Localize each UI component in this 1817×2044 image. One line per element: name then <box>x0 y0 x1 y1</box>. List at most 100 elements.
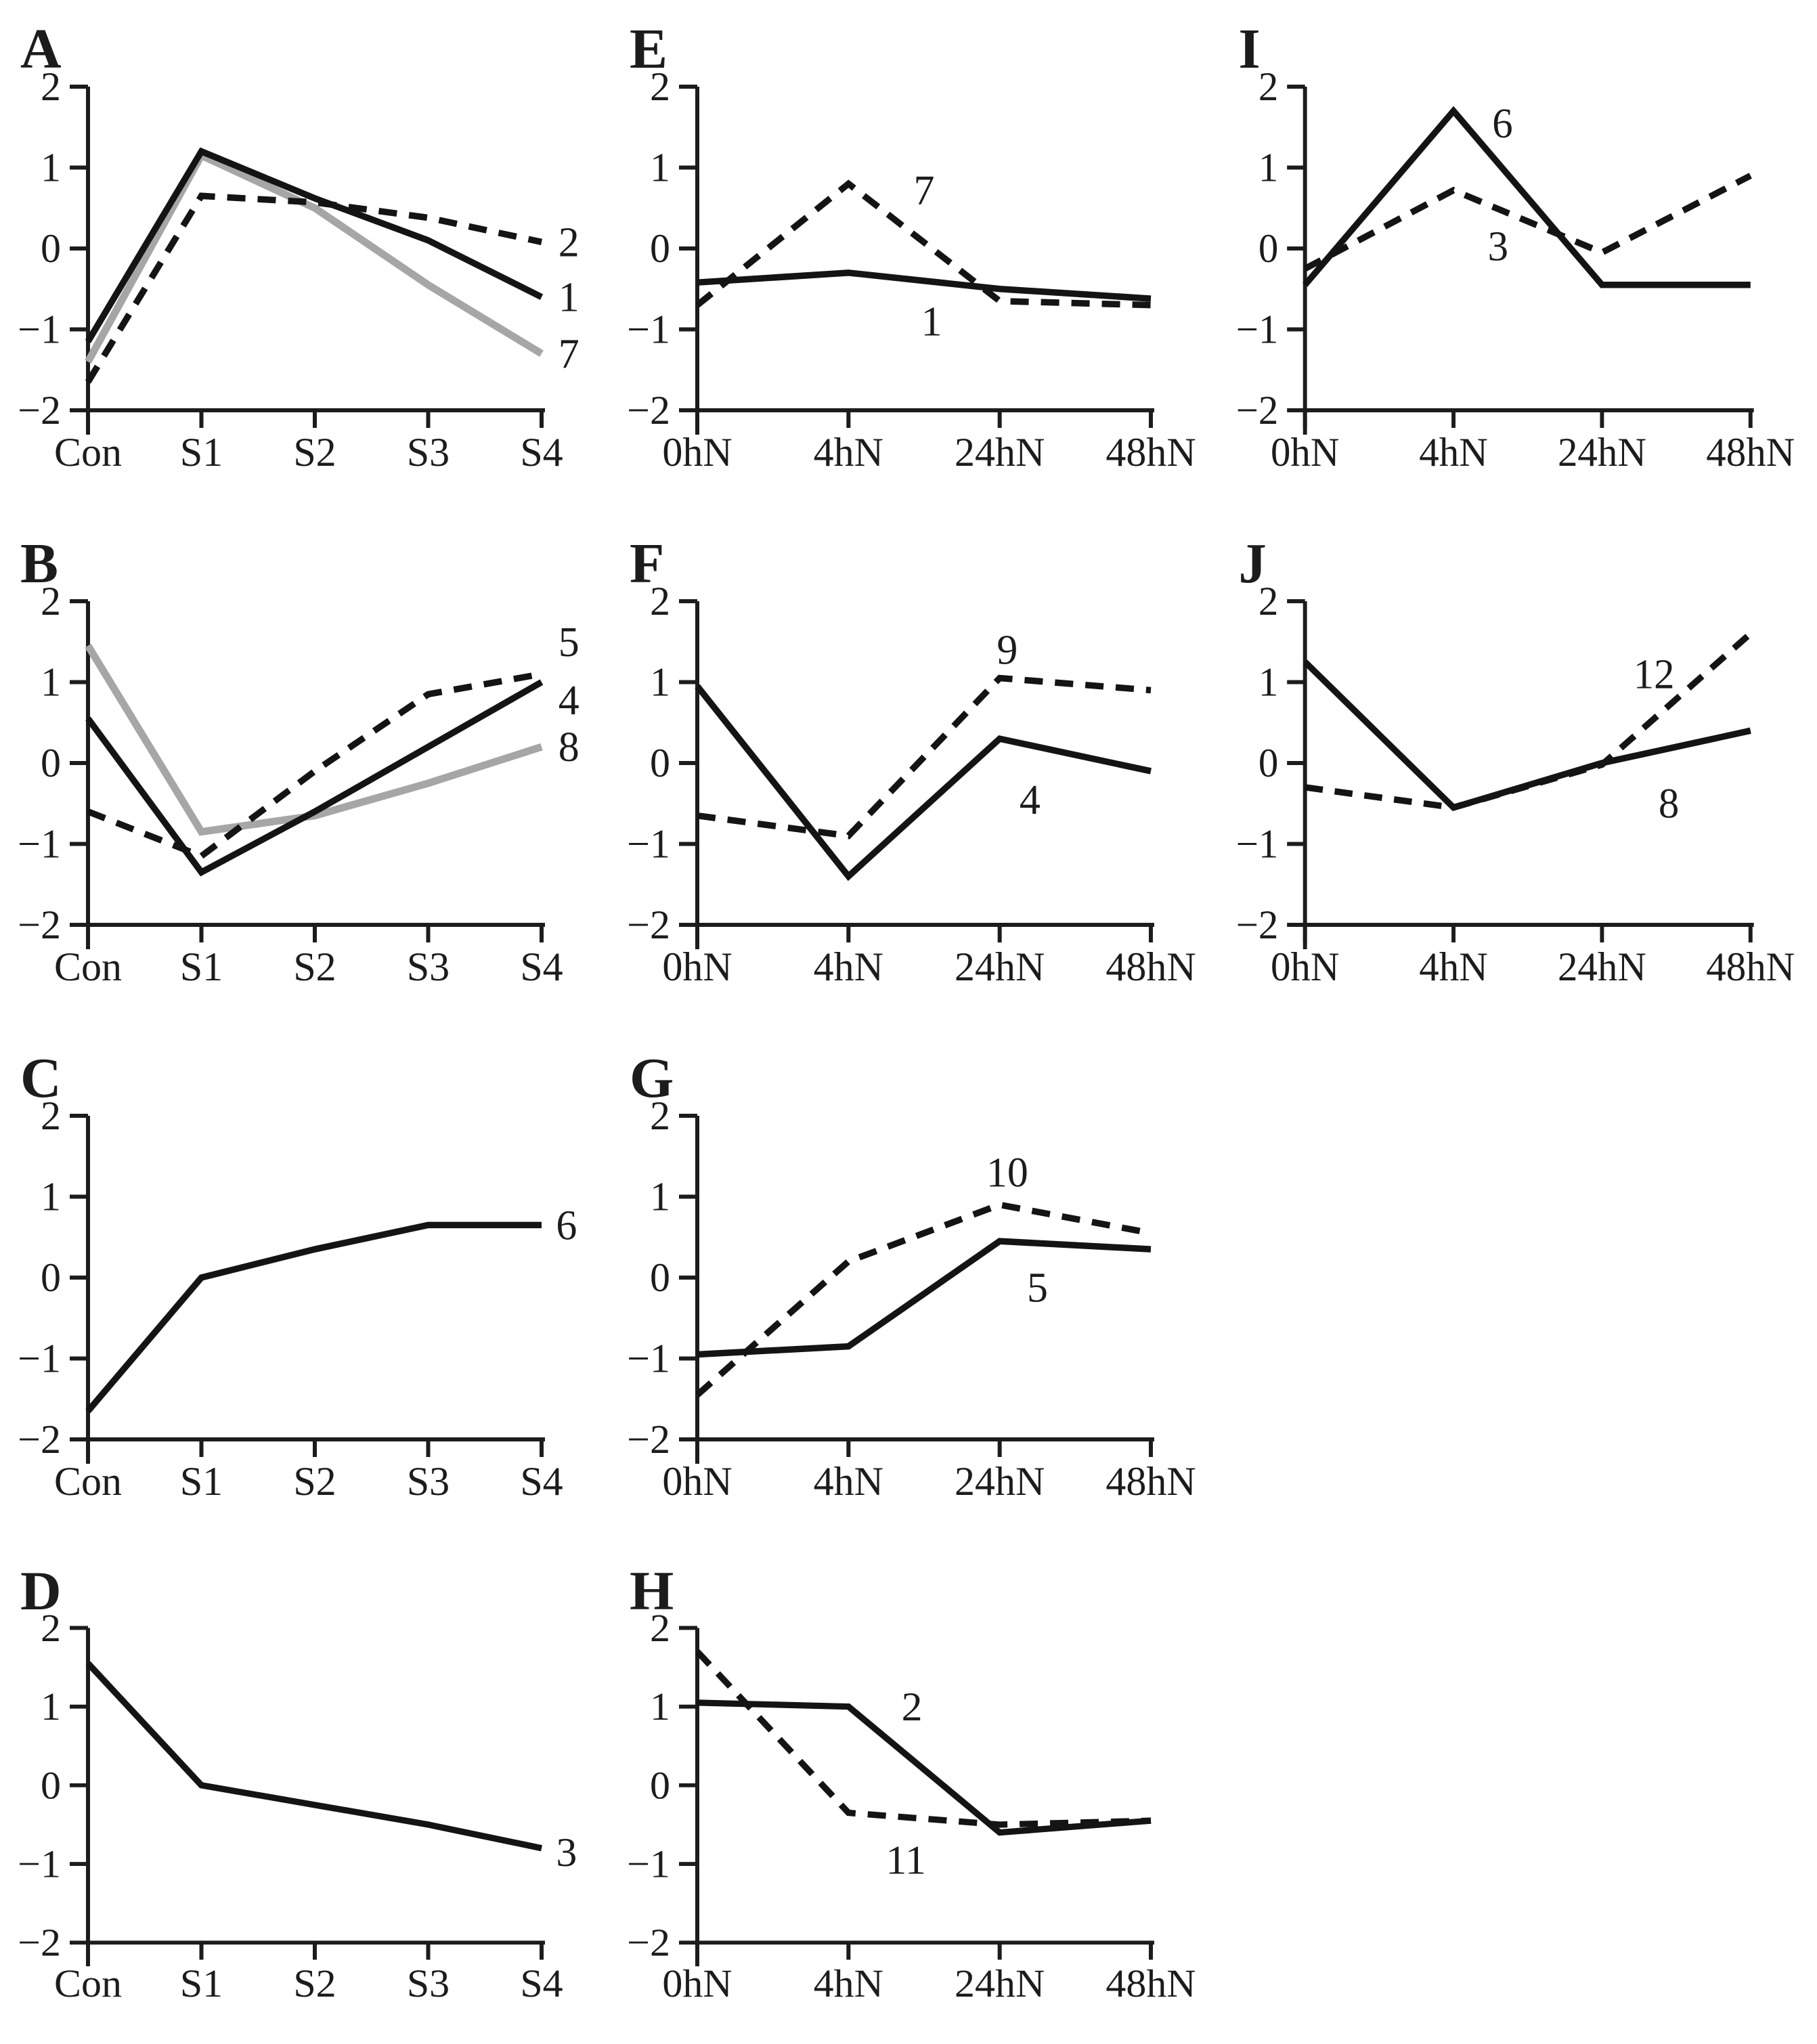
series-line-9 <box>697 674 1152 840</box>
category-label: 48hN <box>1105 1459 1196 1504</box>
category-label: S1 <box>180 1961 223 2005</box>
series-label-4: 4 <box>559 678 579 724</box>
y-tick-label: 1 <box>1258 145 1278 190</box>
category-label: 0hN <box>662 430 732 475</box>
category-label: 0hN <box>1271 430 1339 475</box>
category-label: S2 <box>293 1459 336 1504</box>
y-tick-label: 2 <box>1258 579 1278 624</box>
y-tick-label: 2 <box>650 1093 670 1138</box>
category-label: Con <box>54 1961 122 2005</box>
y-tick-label: −1 <box>1236 307 1279 352</box>
series-line-4 <box>695 684 1152 882</box>
series-line-3 <box>85 1661 542 1852</box>
panel-letter: G <box>630 1047 674 1110</box>
category-label: 48hN <box>1105 944 1196 989</box>
category-label: S1 <box>180 430 223 475</box>
category-label: S3 <box>407 1459 450 1504</box>
panel-letter: E <box>630 18 667 81</box>
category-label: 24hN <box>955 1459 1045 1504</box>
series-label-12: 12 <box>1634 651 1675 698</box>
y-tick-label: −2 <box>627 1920 670 1964</box>
panel-J: J 2 1 0 −1 −2 0hN 4hN 24hN 48hN 8 12 <box>1219 515 1817 1029</box>
y-tick-label: 1 <box>650 660 670 705</box>
category-label: Con <box>54 430 122 475</box>
y-tick-label: 0 <box>41 1763 61 1807</box>
category-label: 48hN <box>1105 1961 1196 2005</box>
category-label: 4hN <box>814 1961 883 2005</box>
panel-letter: J <box>1238 532 1266 595</box>
y-tick-label: −1 <box>627 307 670 352</box>
series-label-1: 1 <box>559 275 579 321</box>
panel-letter: D <box>20 1560 62 1622</box>
series-label-2: 2 <box>559 219 579 265</box>
panel-F: F 2 1 0 −1 −2 0hN 4hN 24hN 48hN 4 9 <box>609 515 1219 1029</box>
y-tick-label: −2 <box>18 388 61 433</box>
category-label: S4 <box>520 1961 563 2005</box>
y-tick-label: 2 <box>41 579 61 624</box>
category-label: 4hN <box>814 944 883 989</box>
category-label: 48hN <box>1706 430 1795 475</box>
y-tick-label: 1 <box>41 1175 61 1219</box>
y-tick-label: −1 <box>627 1336 670 1381</box>
panel-letter: F <box>630 532 664 595</box>
category-label: 48hN <box>1706 944 1795 990</box>
category-label: 24hN <box>955 430 1045 475</box>
y-tick-label: 2 <box>650 579 670 624</box>
y-tick-label: 1 <box>650 146 670 190</box>
series-line-5 <box>87 670 542 860</box>
panel-A: A 2 1 0 −1 −2 Con S1 S2 S3 S4 7 1 2 <box>0 0 609 515</box>
series-label-5: 5 <box>559 619 579 666</box>
panel-G: G 2 1 0 −1 −2 0hN 4hN 24hN 48hN 5 10 <box>609 1029 1219 1544</box>
y-tick-label: 0 <box>41 741 61 785</box>
category-label: 4hN <box>1419 944 1487 990</box>
y-tick-label: −1 <box>18 1842 61 1886</box>
category-label: S1 <box>180 944 223 989</box>
y-tick-label: −1 <box>18 307 61 352</box>
series-label-4: 4 <box>1020 777 1041 823</box>
series-line-4 <box>85 679 544 877</box>
category-label: S2 <box>293 944 336 989</box>
series-line-2 <box>697 1699 1152 1836</box>
category-label: 0hN <box>662 944 732 989</box>
series-label-9: 9 <box>997 628 1017 674</box>
series-label-1: 1 <box>921 299 942 345</box>
panel-letter: C <box>20 1047 62 1110</box>
y-tick-label: −1 <box>18 822 61 867</box>
category-label: 24hN <box>955 1961 1045 2005</box>
y-tick-label: −1 <box>1236 821 1279 867</box>
category-label: 24hN <box>1558 430 1646 475</box>
y-tick-label: 2 <box>650 64 670 109</box>
category-label: 48hN <box>1105 430 1196 475</box>
category-label: S1 <box>180 1459 223 1504</box>
series-label-8: 8 <box>1659 781 1679 827</box>
y-tick-label: −2 <box>18 1417 61 1462</box>
y-tick-label: 1 <box>41 146 61 190</box>
y-tick-label: −2 <box>627 1417 670 1462</box>
series-label-6: 6 <box>1492 100 1512 147</box>
y-tick-label: 1 <box>41 660 61 705</box>
panel-D: D 2 1 0 −1 −2 Con S1 S2 S3 S4 3 <box>0 1544 609 2044</box>
category-label: S3 <box>407 944 450 989</box>
panel-E: E 2 1 0 −1 −2 0hN 4hN 24hN 48hN 1 7 <box>609 0 1219 515</box>
series-line-12 <box>1305 631 1753 811</box>
y-tick-label: 0 <box>650 741 670 785</box>
y-tick-label: 2 <box>1258 64 1278 110</box>
panel-C: C 2 1 0 −1 −2 Con S1 S2 S3 S4 6 <box>0 1029 609 1544</box>
y-tick-label: −2 <box>1236 388 1279 433</box>
series-line-10 <box>695 1201 1152 1397</box>
y-tick-label: 0 <box>650 1763 670 1807</box>
y-tick-label: 1 <box>41 1684 61 1728</box>
series-line-7 <box>85 150 544 364</box>
series-label-11: 11 <box>885 1838 926 1883</box>
y-tick-label: 0 <box>41 226 61 271</box>
y-tick-label: 2 <box>650 1606 670 1650</box>
